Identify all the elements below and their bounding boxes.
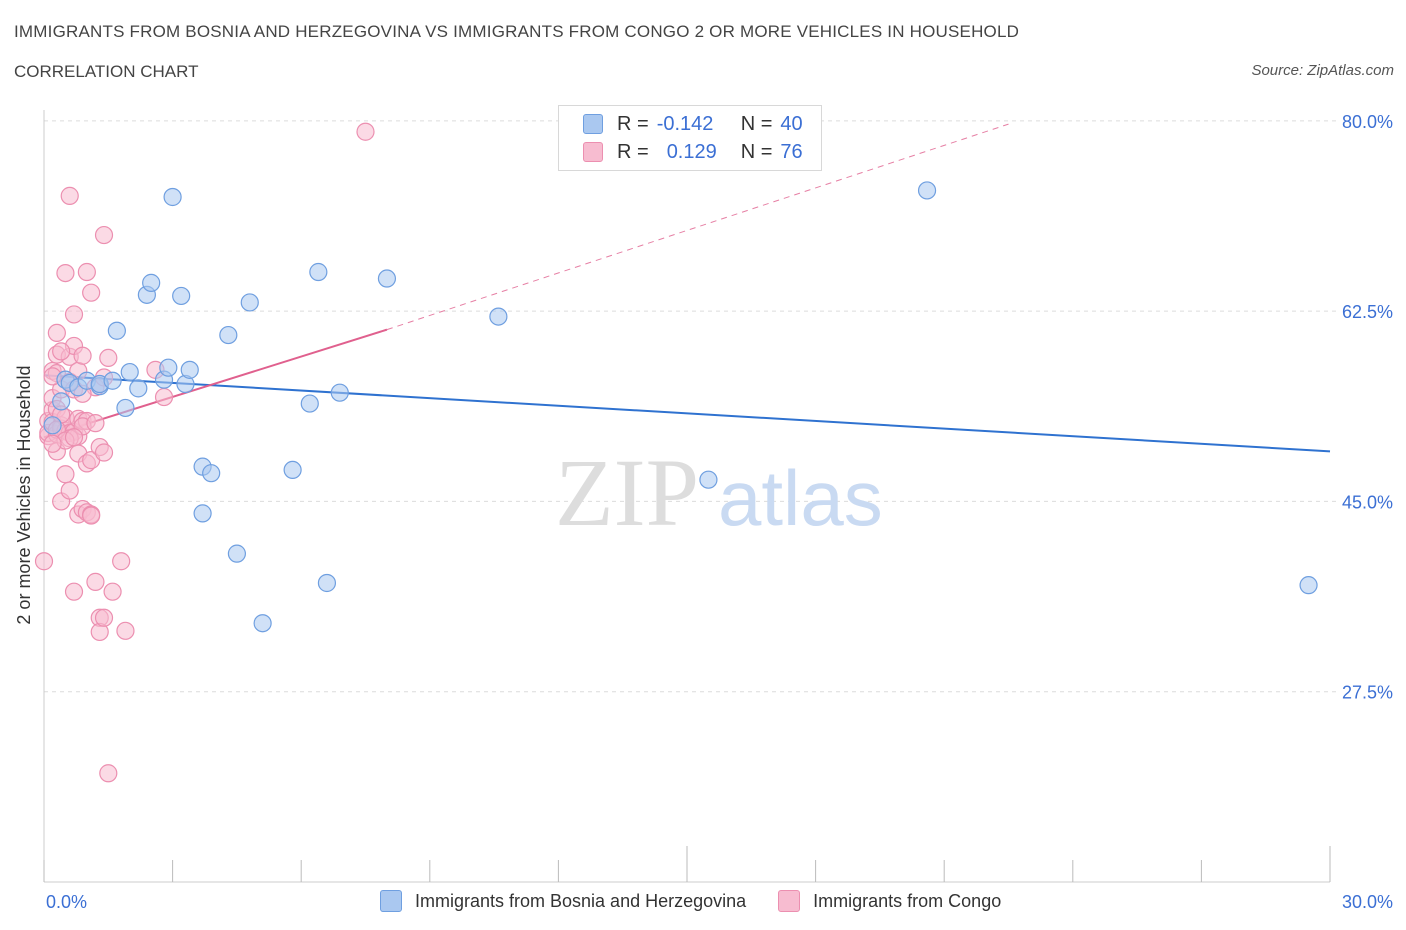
legend-n-value-bosnia: 40 xyxy=(780,112,803,135)
legend-r-label: R = xyxy=(617,112,649,135)
data-point-bosnia xyxy=(163,187,182,207)
chart-title: IMMIGRANTS FROM BOSNIA AND HERZEGOVINA V… xyxy=(14,22,1020,41)
data-point-congo xyxy=(43,434,62,453)
data-point-bosnia xyxy=(129,379,148,398)
data-point-bosnia xyxy=(52,392,71,411)
data-point-congo xyxy=(56,465,75,484)
data-point-congo xyxy=(64,428,84,447)
y-axis-label: 2 or more Vehicles in Household xyxy=(14,365,34,625)
data-point-bosnia xyxy=(1299,576,1318,595)
data-point-congo xyxy=(73,346,92,365)
data-point-bosnia xyxy=(172,286,191,306)
legend-r-value-bosnia: -0.142 xyxy=(656,112,714,135)
y-tick-label: 27.5% xyxy=(1342,683,1393,703)
legend-n-value-congo: 76 xyxy=(780,140,803,163)
data-point-bosnia xyxy=(103,371,122,390)
data-point-congo xyxy=(86,414,105,433)
data-point-bosnia xyxy=(377,269,397,288)
tick-labels: 27.5% 45.0% 62.5% 80.0% 0.0% 30.0% xyxy=(46,112,1393,912)
data-point-bosnia xyxy=(142,273,161,292)
series-legend-item-bosnia[interactable]: Immigrants from Bosnia and Herzegovina xyxy=(380,890,746,912)
data-point-congo xyxy=(34,552,54,571)
data-point-congo xyxy=(82,283,101,302)
trend-line-bosnia xyxy=(43,374,1331,453)
series-congo-points xyxy=(34,122,375,783)
data-point-bosnia xyxy=(116,398,135,418)
series-swatch-bosnia xyxy=(380,890,402,912)
y-tick-label: 80.0% xyxy=(1342,112,1393,132)
data-point-congo xyxy=(99,348,118,368)
data-point-congo xyxy=(64,305,84,324)
series-bosnia-points xyxy=(43,181,1318,633)
axes xyxy=(43,110,1331,883)
data-point-congo xyxy=(116,621,135,640)
data-point-bosnia xyxy=(227,544,246,563)
data-point-bosnia xyxy=(202,464,221,483)
legend-n-label: N = xyxy=(740,112,773,135)
data-point-congo xyxy=(99,764,118,783)
data-point-congo xyxy=(94,225,114,245)
data-point-congo xyxy=(64,582,84,601)
data-point-bosnia xyxy=(107,321,126,340)
data-point-bosnia xyxy=(917,181,937,200)
legend-row-congo: R = 0.129 N = 76 xyxy=(583,139,803,165)
data-point-bosnia xyxy=(489,307,508,326)
data-point-bosnia xyxy=(300,394,319,413)
y-tick-label: 45.0% xyxy=(1342,492,1393,512)
data-point-bosnia xyxy=(317,573,337,593)
legend-swatch-bosnia xyxy=(583,114,603,134)
y-tick-label: 62.5% xyxy=(1342,302,1393,322)
watermark-zip: ZIP xyxy=(555,439,699,546)
data-point-bosnia xyxy=(159,358,178,377)
data-point-congo xyxy=(47,323,66,343)
watermark: ZIP atlas xyxy=(555,439,883,546)
data-point-bosnia xyxy=(43,416,62,435)
data-point-bosnia xyxy=(240,293,259,312)
data-point-bosnia xyxy=(309,262,328,282)
legend-r-value-congo: 0.129 xyxy=(666,140,717,163)
data-point-congo xyxy=(94,608,114,627)
data-point-bosnia xyxy=(219,325,238,345)
trend-lines xyxy=(43,123,1331,453)
x-tick-label: 0.0% xyxy=(46,892,87,912)
data-point-congo xyxy=(94,443,114,462)
data-point-bosnia xyxy=(180,360,199,379)
series-legend-item-congo[interactable]: Immigrants from Congo xyxy=(778,890,1001,912)
data-point-congo xyxy=(60,481,79,500)
data-point-bosnia xyxy=(699,470,718,489)
data-point-bosnia xyxy=(193,504,212,523)
series-legend: Immigrants from Bosnia and Herzegovina I… xyxy=(380,890,1033,912)
data-point-congo xyxy=(86,572,105,591)
grid-lines xyxy=(44,120,1340,693)
data-point-bosnia xyxy=(283,460,302,480)
data-point-congo xyxy=(52,342,71,361)
x-tick-label: 30.0% xyxy=(1342,892,1393,912)
data-point-congo xyxy=(77,262,96,282)
series-legend-label-congo: Immigrants from Congo xyxy=(813,890,1002,911)
data-point-congo xyxy=(82,506,101,525)
correlation-legend: R = -0.142 N = 40 R = 0.129 N = 76 xyxy=(558,105,822,171)
data-point-bosnia xyxy=(253,614,272,633)
watermark-atlas: atlas xyxy=(718,454,883,542)
data-point-congo xyxy=(356,122,375,141)
legend-r-label: R = xyxy=(617,140,649,163)
series-swatch-congo xyxy=(778,890,801,912)
legend-swatch-congo xyxy=(583,142,603,162)
data-point-congo xyxy=(60,186,79,205)
series-legend-label-bosnia: Immigrants from Bosnia and Herzegovina xyxy=(415,890,747,911)
data-point-congo xyxy=(154,387,174,407)
source-credit: Source: ZipAtlas.com xyxy=(1251,62,1394,79)
legend-row-bosnia: R = -0.142 N = 40 xyxy=(583,111,803,137)
data-point-congo xyxy=(112,552,131,571)
data-point-congo xyxy=(103,582,122,601)
chart-subtitle: CORRELATION CHART xyxy=(14,62,199,81)
data-point-bosnia xyxy=(120,362,139,382)
data-point-congo xyxy=(56,263,75,283)
legend-n-label: N = xyxy=(740,140,773,163)
data-point-bosnia xyxy=(330,383,349,402)
